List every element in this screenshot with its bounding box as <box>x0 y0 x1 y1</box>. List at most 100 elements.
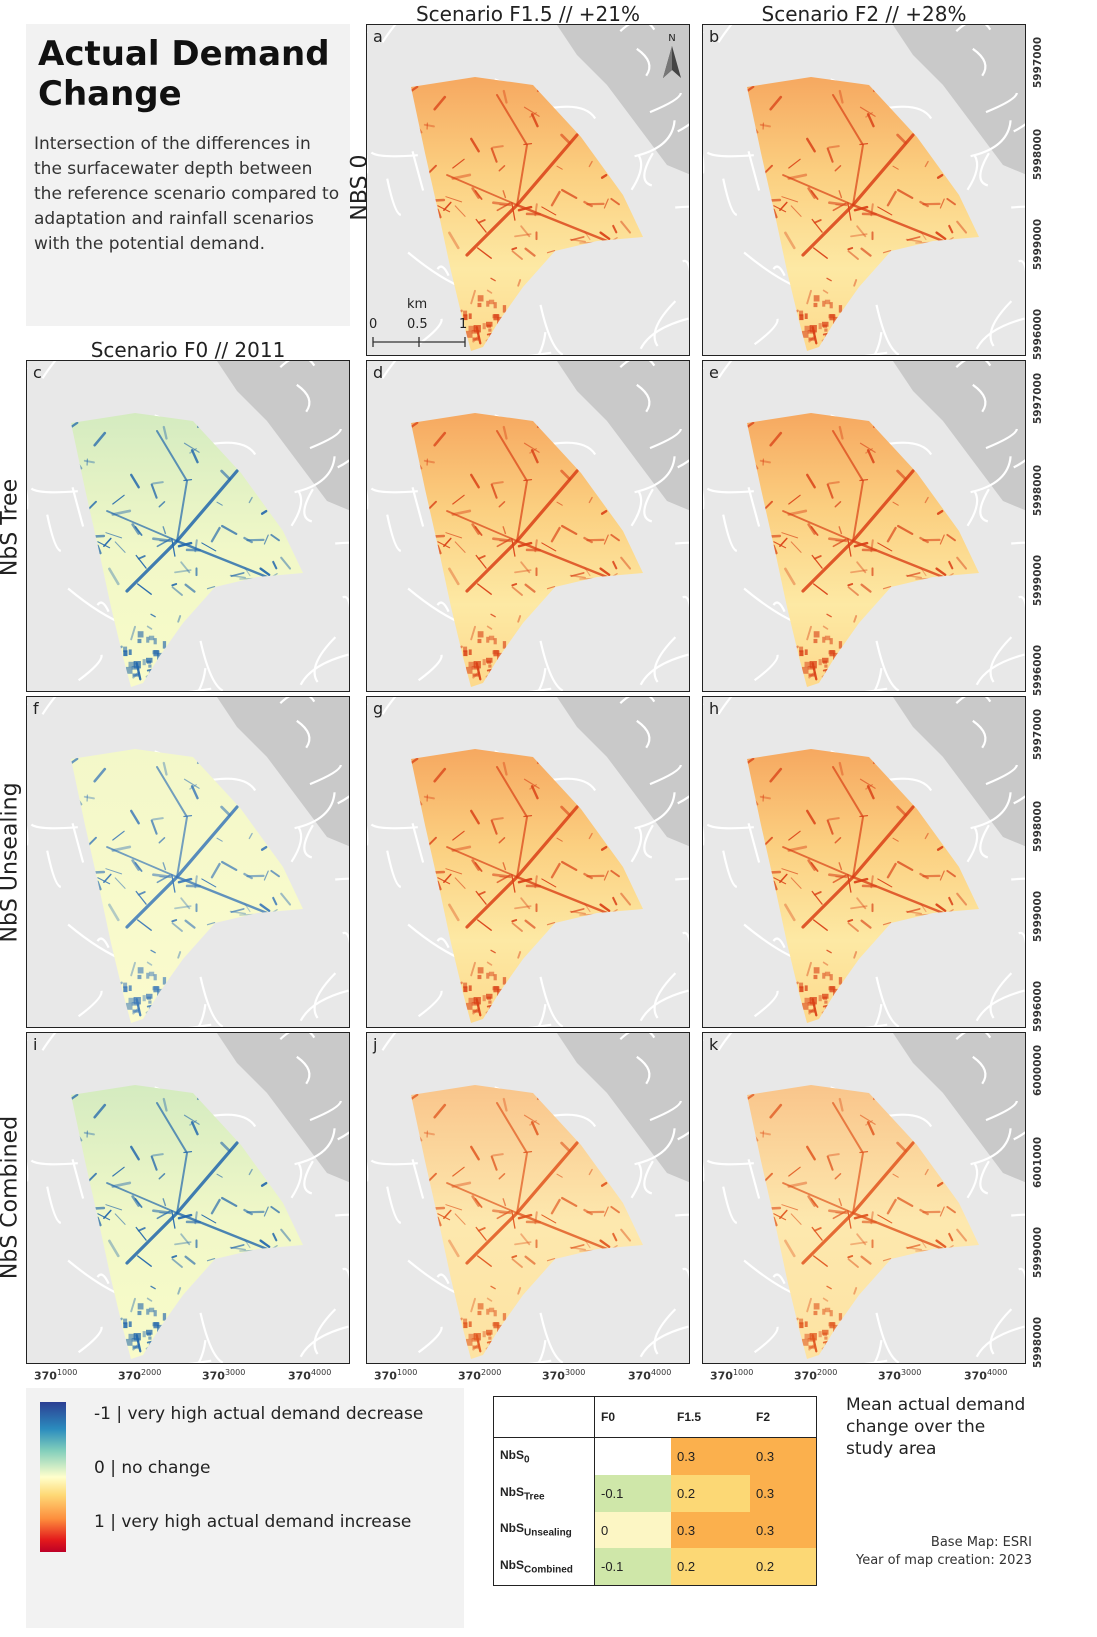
y-axis-label: 5996000 <box>1032 308 1044 360</box>
map-panel-f: f <box>26 696 350 1028</box>
x-axis-label: 3703000 <box>878 1368 922 1383</box>
y-axis-label: 5999000 <box>1032 554 1044 606</box>
cell-nbs0-f0 <box>595 1438 672 1476</box>
row-label-unsealing: NbSUnsealing <box>494 1511 595 1549</box>
panel-letter: g <box>373 699 384 718</box>
map-panel-c: c <box>26 360 350 692</box>
legend-box: -1 | very high actual demand decrease 0 … <box>26 1388 464 1628</box>
panel-letter: k <box>709 1035 719 1054</box>
y-axis-label: 5998000 <box>1032 464 1044 516</box>
x-axis-label: 3702000 <box>118 1368 162 1383</box>
map-panel-h: h <box>702 696 1026 1028</box>
panel-letter: i <box>33 1035 38 1054</box>
y-axis-label: 5996000 <box>1032 644 1044 696</box>
north-arrow-icon: N <box>661 33 683 85</box>
panel-letter: h <box>709 699 720 718</box>
x-axis-label: 3701000 <box>34 1368 78 1383</box>
legend-label-decrease: -1 | very high actual demand decrease <box>94 1404 424 1424</box>
column-header-f2: Scenario F2 // +28% <box>761 2 967 26</box>
table-header-f15: F1.5 <box>671 1397 751 1438</box>
x-axis-label: 3703000 <box>542 1368 586 1383</box>
row-label-tree: NbSTree <box>494 1475 595 1512</box>
x-axis-label: 3702000 <box>458 1368 502 1383</box>
table-header-f0: F0 <box>594 1397 672 1438</box>
y-axis-label: 5998000 <box>1032 1316 1044 1368</box>
map-panel-a: a N km 0 0.5 1 <box>366 24 690 356</box>
scalebar-tick-0: 0 <box>369 317 378 332</box>
map-panel-k: k <box>702 1032 1026 1364</box>
panel-letter: a <box>373 27 383 46</box>
table-row: NbSCombined -0.1 0.2 0.2 <box>494 1548 816 1585</box>
row-label-nbs0: NbS0 <box>494 1437 595 1476</box>
north-label: N <box>668 33 676 44</box>
x-axis-label: 3704000 <box>628 1368 672 1383</box>
scalebar-unit: km <box>407 297 428 312</box>
panel-letter: f <box>33 699 39 718</box>
y-axis-label: 6001000 <box>1032 1136 1044 1188</box>
cell-tree-f2: 0.3 <box>750 1475 816 1512</box>
column-header-f0: Scenario F0 // 2011 <box>90 338 286 362</box>
cell-unsealing-f15: 0.3 <box>671 1511 751 1549</box>
x-axis-label: 3703000 <box>202 1368 246 1383</box>
title-box: Actual Demand Change Intersection of the… <box>26 24 350 326</box>
panel-letter: e <box>709 363 719 382</box>
table-row: NbSTree -0.1 0.2 0.3 <box>494 1475 816 1512</box>
y-axis-label: 5997000 <box>1032 372 1044 424</box>
map-panel-j: j <box>366 1032 690 1364</box>
cell-unsealing-f0: 0 <box>594 1511 672 1549</box>
x-axis-label: 3704000 <box>964 1368 1008 1383</box>
cell-unsealing-f2: 0.3 <box>750 1511 816 1549</box>
scalebar-tick-05: 0.5 <box>407 317 428 332</box>
x-axis-label: 3702000 <box>794 1368 838 1383</box>
map-title: Actual Demand Change <box>38 34 330 114</box>
panel-letter: b <box>709 27 720 46</box>
row-header-tree: NbS Tree <box>0 478 23 577</box>
y-axis-label: 5999000 <box>1032 1226 1044 1278</box>
map-panel-i: i <box>26 1032 350 1364</box>
y-axis-label: 5997000 <box>1032 708 1044 760</box>
panel-letter: d <box>373 363 384 382</box>
legend-label-increase: 1 | very high actual demand increase <box>94 1512 412 1532</box>
y-axis-label: 5998000 <box>1032 128 1044 180</box>
x-axis-label: 3704000 <box>288 1368 332 1383</box>
y-axis-label: 5996000 <box>1032 980 1044 1032</box>
y-axis-label: 5999000 <box>1032 890 1044 942</box>
table-header-f2: F2 <box>750 1397 816 1438</box>
column-header-f15: Scenario F1.5 // +21% <box>415 2 640 26</box>
legend-label-no-change: 0 | no change <box>94 1458 211 1478</box>
cell-nbs0-f2: 0.3 <box>750 1437 816 1476</box>
map-credits: Base Map: ESRI Year of map creation: 202… <box>846 1534 1032 1570</box>
y-axis-label: 6000000 <box>1032 1044 1044 1096</box>
cell-combined-f2: 0.2 <box>750 1548 816 1585</box>
color-scale-bar <box>40 1402 66 1552</box>
scalebar-tick-1: 1 <box>459 317 468 332</box>
cell-combined-f15: 0.2 <box>671 1548 751 1585</box>
table-row: NbSUnsealing 0 0.3 0.3 <box>494 1511 816 1549</box>
basemap-credit: Base Map: ESRI <box>930 1535 1032 1550</box>
scalebar: km 0 0.5 1 <box>367 297 477 353</box>
x-axis-label: 3701000 <box>374 1368 418 1383</box>
x-axis-label: 3701000 <box>710 1368 754 1383</box>
panel-letter: c <box>33 363 42 382</box>
row-label-combined: NbSCombined <box>494 1548 595 1585</box>
map-panel-d: d <box>366 360 690 692</box>
y-axis-label: 5999000 <box>1032 218 1044 270</box>
row-header-combined: NbS Combined <box>0 1115 23 1280</box>
row-header-unsealing: NbS Unsealing <box>0 782 23 943</box>
map-panel-g: g <box>366 696 690 1028</box>
map-panel-b: b <box>702 24 1026 356</box>
mean-caption: Mean actual demand change over the study… <box>846 1395 1026 1459</box>
cell-tree-f0: -0.1 <box>594 1475 672 1512</box>
cell-tree-f15: 0.2 <box>671 1475 751 1512</box>
cell-combined-f0: -0.1 <box>594 1548 672 1585</box>
y-axis-label: 5998000 <box>1032 800 1044 852</box>
year-credit: Year of map creation: 2023 <box>855 1553 1032 1568</box>
cell-nbs0-f15: 0.3 <box>671 1437 751 1476</box>
map-panel-e: e <box>702 360 1026 692</box>
table-row: NbS0 0.3 0.3 <box>494 1437 816 1476</box>
table-corner <box>494 1397 595 1438</box>
map-description: Intersection of the differences in the s… <box>34 134 340 254</box>
mean-change-table: F0 F1.5 F2 NbS0 0.3 0.3 NbSTree -0.1 0.2… <box>493 1396 817 1586</box>
y-axis-label: 5997000 <box>1032 36 1044 88</box>
panel-letter: j <box>373 1035 378 1054</box>
